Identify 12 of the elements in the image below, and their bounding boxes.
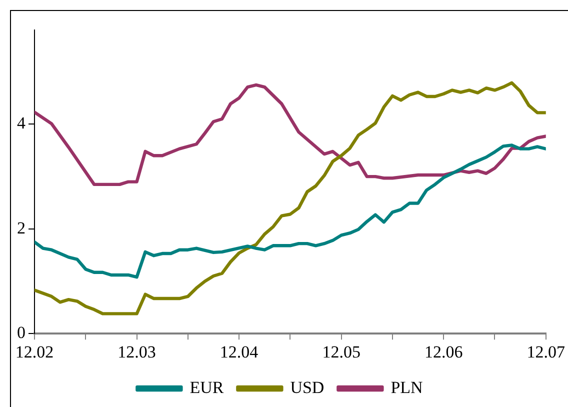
x-tick-label: 12.04 xyxy=(220,342,259,362)
x-tick-label: 12.03 xyxy=(118,342,156,362)
legend-label: USD xyxy=(290,378,324,397)
x-tick-label: 12.07 xyxy=(526,342,566,362)
legend-label: EUR xyxy=(190,378,224,397)
legend-label: PLN xyxy=(390,378,423,397)
x-tick-label: 12.06 xyxy=(424,342,463,362)
x-tick-label: 12.05 xyxy=(322,342,360,362)
y-tick-label: 4 xyxy=(17,114,26,133)
y-tick-label: 2 xyxy=(17,218,26,238)
y-tick-label: 0 xyxy=(17,323,26,342)
x-tick-label: 12.02 xyxy=(15,342,54,362)
